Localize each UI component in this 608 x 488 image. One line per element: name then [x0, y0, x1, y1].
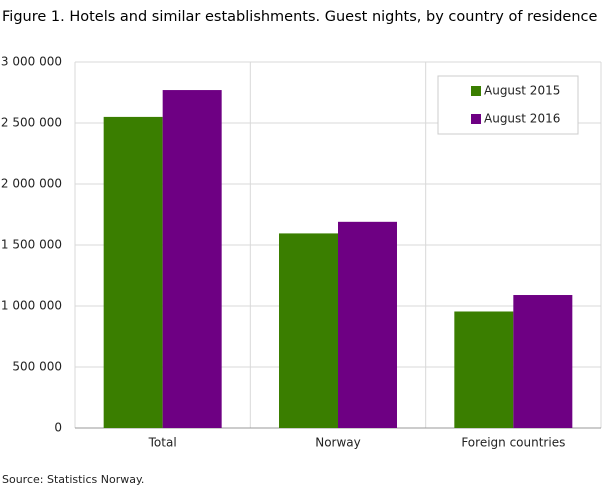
legend-swatch — [471, 86, 481, 96]
bar — [162, 90, 222, 428]
bar — [513, 295, 573, 428]
legend-swatch — [471, 114, 481, 124]
chart-title: Figure 1. Hotels and similar establishme… — [2, 9, 597, 25]
x-tick-label: Total — [148, 436, 177, 450]
x-tick-label: Norway — [315, 436, 361, 450]
y-tick-label: 500 000 — [12, 360, 62, 374]
y-tick-label: 1 000 000 — [1, 299, 62, 313]
y-tick-label: 2 000 000 — [1, 177, 62, 191]
y-tick-label: 1 500 000 — [1, 238, 62, 252]
bar — [338, 221, 397, 428]
legend-box — [437, 75, 579, 135]
y-tick-label: 3 000 000 — [1, 55, 62, 69]
legend-label: August 2015 — [484, 84, 560, 98]
y-tick-label: 2 500 000 — [1, 116, 62, 130]
legend-label: August 2016 — [484, 112, 560, 126]
y-tick-label: 0 — [54, 421, 62, 435]
source: Source: Statistics Norway. — [2, 473, 144, 486]
bar — [454, 311, 514, 428]
bar — [279, 233, 338, 428]
x-tick-label: Foreign countries — [461, 436, 565, 450]
bar — [103, 116, 163, 429]
